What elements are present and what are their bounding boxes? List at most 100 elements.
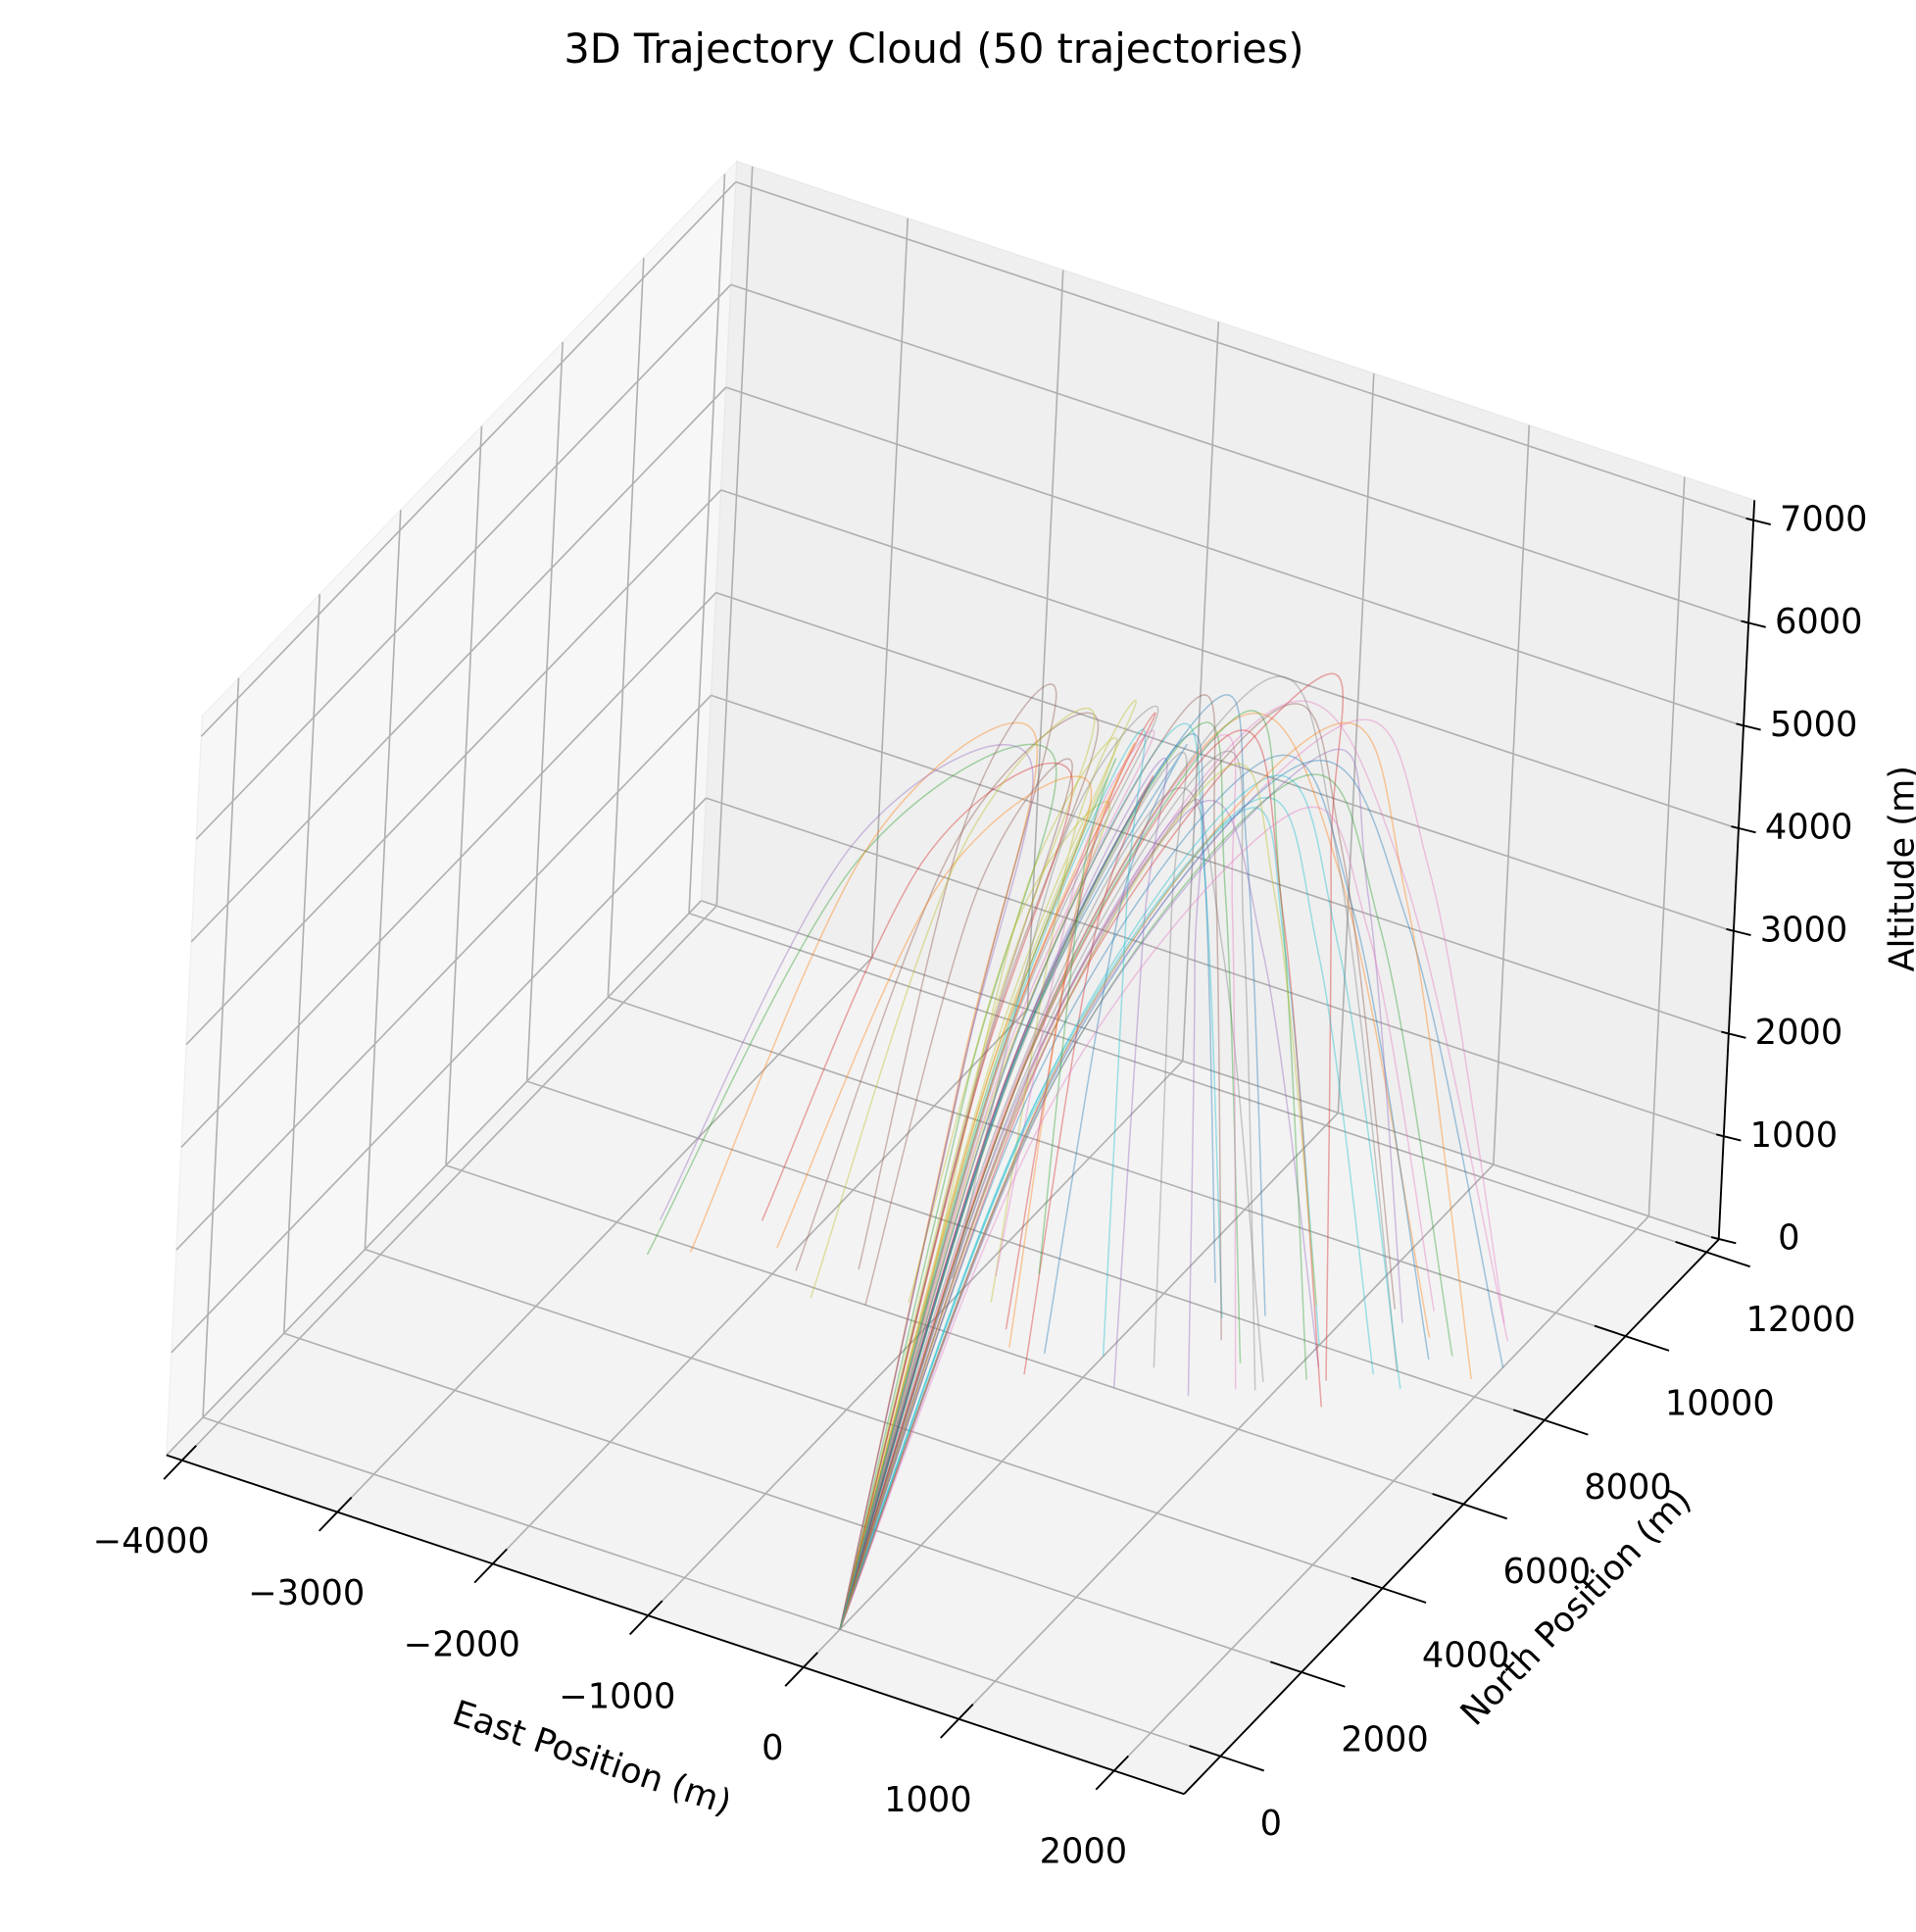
- trajectory: [839, 798, 1204, 1630]
- tick-mark: [1675, 1240, 1750, 1268]
- tick-mark: [1745, 517, 1771, 525]
- trajectory: [839, 759, 1504, 1630]
- tick-mark: [940, 1704, 974, 1739]
- trajectory: [839, 774, 1401, 1630]
- y-tick-label: 0: [1260, 1804, 1282, 1844]
- y-tick-label: 4000: [1422, 1636, 1510, 1676]
- tick-mark: [1721, 1030, 1746, 1039]
- y-axis-label: North Position (m): [1452, 1480, 1698, 1733]
- grid-line: [445, 1164, 1464, 1506]
- tick-mark: [1270, 1660, 1346, 1688]
- trajectory: [839, 729, 1322, 1630]
- trajectory: [810, 707, 1096, 1630]
- trajectory: [839, 705, 1159, 1630]
- trajectory: [839, 806, 1436, 1630]
- x-tick-label: −4000: [93, 1521, 210, 1561]
- trajectory: [839, 807, 1320, 1630]
- trajectory: [839, 683, 1057, 1630]
- trajectory: [839, 694, 1266, 1630]
- tick-mark: [1512, 1409, 1589, 1436]
- grid-line: [725, 386, 1744, 727]
- tick-mark: [1189, 1745, 1265, 1772]
- y-tick-label: 8000: [1584, 1467, 1672, 1508]
- trajectory: [839, 742, 1136, 1630]
- grid-line: [283, 1332, 1302, 1673]
- tick-mark: [1715, 1133, 1742, 1142]
- x-tick-label: −1000: [559, 1676, 675, 1716]
- grid-line: [688, 912, 1707, 1254]
- trajectory: [839, 750, 1256, 1630]
- trajectory: [839, 710, 1307, 1630]
- grid-line: [175, 694, 712, 1251]
- grid-line: [526, 1080, 1546, 1421]
- trajectory: [839, 712, 1156, 1630]
- trajectory: [839, 751, 1188, 1630]
- tick-mark: [1736, 722, 1761, 731]
- trajectory: [839, 758, 1073, 1630]
- trajectory: [646, 743, 1057, 1630]
- grid-line: [180, 592, 717, 1148]
- trajectory: [839, 733, 1237, 1630]
- axis-line: [1183, 1238, 1720, 1795]
- trajectory: [839, 728, 1147, 1630]
- trajectory: [839, 758, 1117, 1630]
- trajectory: [839, 757, 1168, 1630]
- y-tick-label: 10000: [1665, 1384, 1775, 1424]
- x-tick-label: 0: [761, 1728, 783, 1768]
- grid-line: [735, 180, 1754, 522]
- trajectory: [839, 801, 1110, 1630]
- grid-line: [190, 386, 727, 943]
- trajectory: [839, 773, 1453, 1630]
- tick-mark: [1731, 825, 1756, 834]
- trajectory: [839, 721, 1242, 1630]
- trajectory: [839, 775, 1155, 1630]
- tick-mark: [1095, 1755, 1129, 1791]
- z-tick-label: 7000: [1780, 499, 1868, 539]
- trajectory: [839, 763, 1318, 1630]
- trajectory: [839, 712, 1431, 1630]
- grid-line: [181, 905, 717, 1461]
- trajectory: [689, 721, 1039, 1630]
- trajectory: [839, 675, 1399, 1630]
- trajectory: [839, 722, 1223, 1630]
- trajectory: [839, 699, 1137, 1630]
- axis-line: [166, 1454, 1185, 1796]
- z-tick-label: 4000: [1765, 808, 1853, 848]
- z-axis-label: Altitude (m): [1882, 766, 1916, 971]
- tick-mark: [473, 1548, 508, 1584]
- z-tick-label: 1000: [1750, 1115, 1839, 1156]
- grid-line: [706, 797, 1725, 1138]
- grid-line: [200, 181, 737, 737]
- x-tick-label: −3000: [248, 1573, 365, 1613]
- grid-line: [185, 489, 722, 1046]
- tick-mark: [1594, 1324, 1670, 1352]
- z-tick-label: 0: [1778, 1218, 1799, 1259]
- grid-line: [195, 283, 732, 840]
- grid-line: [166, 900, 703, 1457]
- tick-mark: [628, 1600, 663, 1636]
- grid-line: [701, 900, 1719, 1241]
- trajectory: [839, 733, 1216, 1630]
- tick-mark: [1741, 619, 1766, 628]
- trajectory: [839, 736, 1118, 1630]
- grid-line: [492, 1009, 1028, 1564]
- trajectory: [839, 797, 1375, 1630]
- trajectory: [839, 672, 1345, 1630]
- grid-line: [730, 283, 1749, 624]
- grid-line: [1113, 1215, 1649, 1772]
- z-tick-label: 2000: [1755, 1013, 1843, 1053]
- tick-mark: [1432, 1493, 1508, 1520]
- tick-mark: [318, 1496, 353, 1532]
- trajectory: [761, 762, 1074, 1630]
- grid-line: [803, 1112, 1339, 1668]
- trajectory: [795, 712, 1100, 1630]
- trajectory: [839, 744, 1188, 1630]
- grid-line: [711, 694, 1730, 1035]
- tick-mark: [1726, 927, 1751, 936]
- grid-line: [336, 957, 873, 1513]
- chart-title: 3D Trajectory Cloud (50 trajectories): [564, 25, 1303, 73]
- x-tick-label: −2000: [404, 1625, 520, 1665]
- trajectory: [839, 703, 1397, 1630]
